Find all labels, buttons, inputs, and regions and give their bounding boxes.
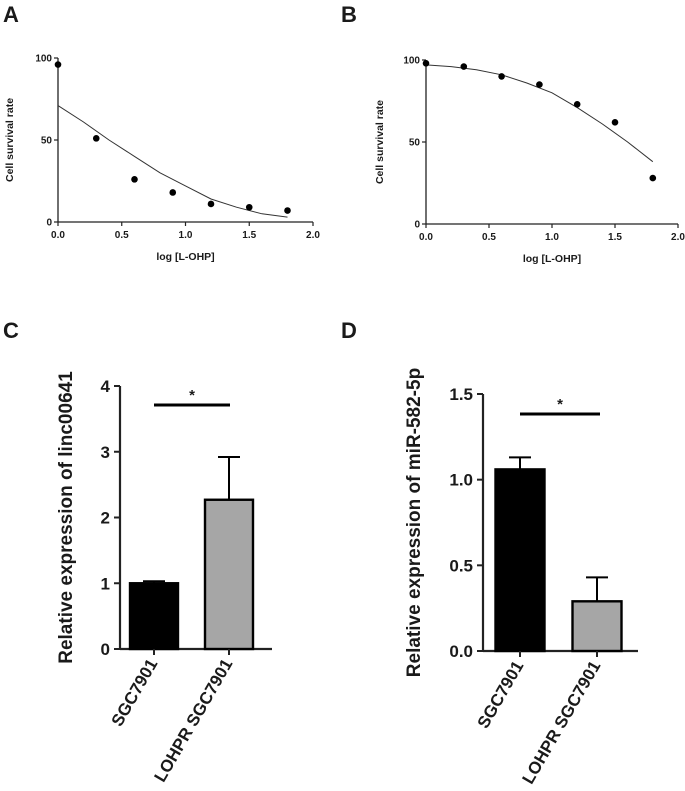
panel-letter-b: B [341,2,357,27]
panel-a-x-tick-label: 1.5 [242,230,256,241]
panel-b-data-point [611,119,619,126]
panel-b-y-tick-label: 100 [403,56,420,67]
panel-c-y-tick-label: 2 [101,509,110,528]
panel-c-y-axis-title: Relative expression of linc00641 [56,371,77,664]
panel-b-data-point [498,73,505,80]
panel-b-fit-curve [425,64,654,163]
panel-d-y-tick-label: 1.5 [449,385,473,404]
panel-c-x-tick-label: LOHPR SGC7901 [151,656,237,786]
panel-b-chart: 0.0 0.5 1.0 1.5 2.0 0 50 100 log [L-OHP] Cell sur… [374,56,685,266]
panel-a-y-tick-label: 50 [41,136,53,147]
panel-a-chart: 0.0 0.5 1.0 1.5 2.0 0 50 100 log [L-OHP] Cell sur… [4,54,320,264]
panel-b-data-point [649,174,657,182]
panel-b-x-tick-label: 0.5 [482,232,496,243]
panel-a-y-axis-title: Cell survival rate [4,98,16,182]
panel-d-bar [494,468,546,653]
panel-a-x-tick-label: 0.5 [115,230,129,241]
panel-b-x-tick-label: 1.0 [545,232,559,243]
panel-d-y-tick-label: 0.0 [449,642,473,661]
panel-c-y-tick-label: 0 [101,640,110,659]
panel-b-y-tick-label: 50 [409,138,421,149]
panel-a-data-point [54,61,62,68]
panel-d-x-tick-label: SGC7901 [474,658,528,732]
panel-b-x-tick-label: 2.0 [671,232,685,243]
panel-a-x-axis-title: log [L-OHP] [156,251,214,263]
panel-a-x-tick-label: 1.0 [179,230,193,241]
panel-a-x-tick-label: 2.0 [306,230,320,241]
panel-a-data-point [169,189,177,196]
panel-a-y-tick-label: 0 [46,218,52,229]
panel-d-chart: 0.0 0.5 1.0 1.5 Relative expression of miR-5… [404,368,638,787]
panel-c-bar [128,582,180,651]
panel-d-bar [571,600,623,653]
panel-c-chart: 0 1 2 3 4 Relative expression of linc00641 SGC… [56,371,272,785]
panel-a-x-tick-label: 0.0 [51,230,65,241]
panel-a-data-point [131,176,138,183]
panel-a-y-tick-label: 100 [35,54,52,65]
panel-a-data-point [284,207,291,214]
panel-b-data-point [422,59,430,67]
panel-letter-c: C [3,318,19,343]
panel-b-x-axis-title: log [L-OHP] [523,253,581,265]
panel-b-y-tick-label: 0 [414,220,420,231]
panel-c-bar [203,498,255,651]
panel-d-y-tick-label: 0.5 [449,556,473,575]
panel-a-fit-curve [57,105,288,218]
panel-c-y-tick-label: 4 [101,377,111,396]
panel-b-x-tick-label: 0.0 [419,232,433,243]
panel-letter-a: A [3,2,19,27]
panel-letter-d: D [341,318,357,343]
panel-b-data-point [536,81,543,88]
panel-c-significance-marker: * [189,387,195,404]
panel-c-y-tick-label: 1 [101,574,110,593]
panel-c-x-tick-label: SGC7901 [108,656,162,730]
panel-a-data-point [207,200,215,208]
panel-b-data-point [573,100,581,108]
panel-d-significance-marker: * [557,396,563,413]
panel-a-data-point [92,135,100,142]
panel-d-y-tick-label: 1.0 [449,471,473,490]
panel-b-data-point [460,63,468,70]
panel-b-x-tick-label: 1.5 [608,232,622,243]
panel-d-y-axis-title: Relative expression of miR-582-5p [404,368,425,677]
panel-b-y-axis-title: Cell survival rate [374,100,386,184]
panel-d-x-tick-label: LOHPR SGC7901 [519,658,605,788]
panel-c-y-tick-label: 3 [101,443,110,462]
panel-a-data-point [245,203,253,211]
